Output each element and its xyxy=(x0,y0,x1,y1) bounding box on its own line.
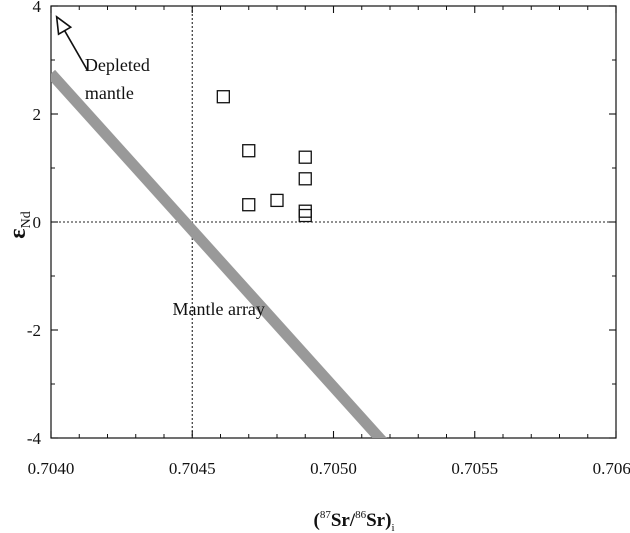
axis-ticks: 0.7040 0.7045 0.7050 0.7055 0.7060 4 2 0 -2 -4 xyxy=(27,0,630,478)
x-axis-main: Sr) xyxy=(366,510,391,531)
annotation-label: Mantle array xyxy=(172,299,264,319)
x-tick-label: 0.7050 xyxy=(310,459,357,478)
data-point xyxy=(242,198,256,212)
x-tick-label: 0.7060 xyxy=(593,459,630,478)
x-axis-sup2: 86 xyxy=(355,509,367,521)
x-axis-title: (87Sr/86Sr)i xyxy=(314,509,395,533)
data-point xyxy=(270,193,284,208)
y-axis-symbol: ε xyxy=(5,228,31,238)
annotation-label: Depleted xyxy=(85,55,150,75)
data-point xyxy=(298,172,312,186)
x-tick-label: 0.7045 xyxy=(169,459,216,478)
y-tick-label: 0 xyxy=(33,213,42,232)
mantle-array-line xyxy=(51,69,387,438)
x-axis-sup1: 87 xyxy=(320,509,332,521)
data-points xyxy=(216,90,312,223)
x-axis-sub: i xyxy=(391,522,394,533)
y-axis-title: εNd xyxy=(5,211,34,238)
data-point xyxy=(298,150,312,164)
x-tick-label: 0.7055 xyxy=(451,459,498,478)
arrow-head xyxy=(55,15,73,36)
annotation-label: mantle xyxy=(85,83,134,103)
arrow-shaft xyxy=(63,30,89,72)
x-axis-mid: Sr/ xyxy=(331,510,356,531)
data-point xyxy=(298,208,312,223)
annotations: Depleted mantle Mantle array xyxy=(85,55,265,319)
y-axis-subscript: Nd xyxy=(19,211,34,228)
y-tick-label: -4 xyxy=(27,429,42,448)
data-point xyxy=(216,90,230,104)
x-tick-label: 0.7040 xyxy=(28,459,75,478)
reference-lines xyxy=(51,6,616,438)
mantle-array-group xyxy=(51,69,387,438)
y-tick-label: -2 xyxy=(27,321,41,340)
data-point xyxy=(242,144,256,158)
y-tick-label: 4 xyxy=(33,0,42,16)
arrow-group xyxy=(55,15,89,72)
x-axis-open: ( xyxy=(314,510,320,531)
data-point xyxy=(298,204,312,218)
y-tick-label: 2 xyxy=(33,105,42,124)
